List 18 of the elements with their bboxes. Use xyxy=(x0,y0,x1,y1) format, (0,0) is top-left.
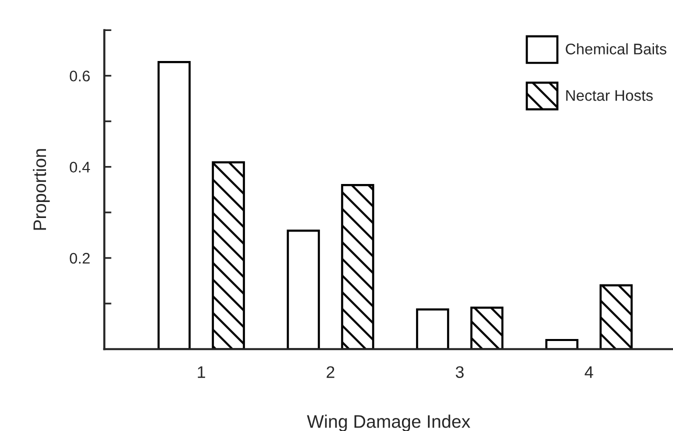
x-axis-title: Wing Damage Index xyxy=(306,414,470,431)
bar xyxy=(286,230,320,350)
legend-label: Chemical Baits xyxy=(566,43,666,54)
y-axis-title: Proportion xyxy=(32,149,50,230)
y-tick-label: 0.4 xyxy=(70,162,90,173)
x-tick-label: 2 xyxy=(326,366,334,378)
bar xyxy=(416,308,450,350)
y-tick-label: 0.6 xyxy=(70,70,90,82)
y-tick-label: 0.2 xyxy=(70,252,90,264)
bar xyxy=(341,184,374,350)
x-tick-label: 1 xyxy=(198,366,206,378)
bar xyxy=(470,306,504,350)
x-tick-label: 4 xyxy=(584,366,594,378)
legend-label: Nectar Hosts xyxy=(566,90,653,101)
x-tick-label: 3 xyxy=(456,366,464,378)
bar xyxy=(212,161,245,350)
bar xyxy=(158,61,191,350)
bar xyxy=(600,284,633,350)
